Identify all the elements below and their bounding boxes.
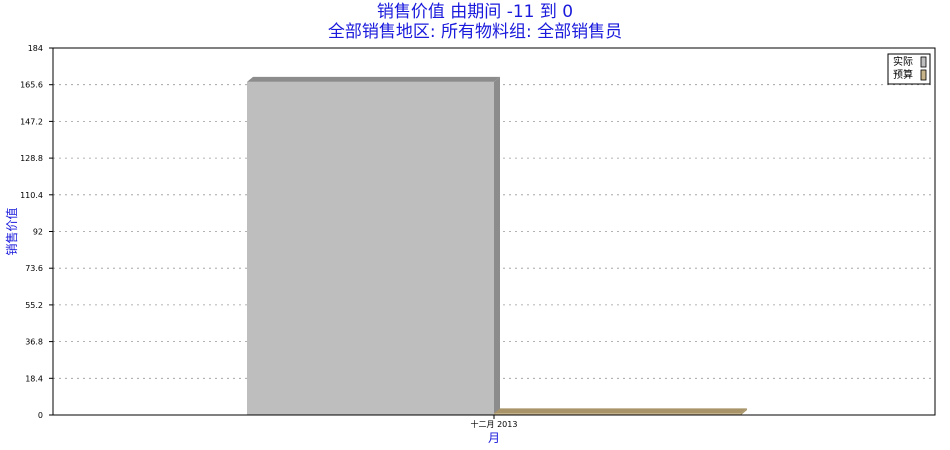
y-tick-label: 147.2 xyxy=(20,117,43,126)
x-axis-title: 月 xyxy=(488,431,500,445)
bar-top-face xyxy=(494,408,747,414)
y-tick-label: 92 xyxy=(33,228,43,237)
y-axis-ticks: 0 18.4 36.8 55.2 73.6 92 110.4 128.8 147.2 165.6 1… xyxy=(20,44,53,420)
bars xyxy=(247,76,747,416)
bar-side-face xyxy=(741,408,747,415)
legend-label: 实际 xyxy=(893,55,913,68)
y-tick-label: 165.6 xyxy=(20,81,43,90)
y-tick-label: 128.8 xyxy=(20,154,43,163)
y-tick-label: 73.6 xyxy=(25,264,43,273)
legend-swatch xyxy=(920,69,927,81)
bar-front-face xyxy=(247,81,494,416)
y-tick-label: 184 xyxy=(28,44,43,53)
x-tick-label: 十二月 2013 xyxy=(471,419,518,429)
legend-swatch xyxy=(920,56,927,68)
bar-front-face xyxy=(494,413,741,415)
y-tick-label: 36.8 xyxy=(25,338,43,347)
bar-预算 xyxy=(494,408,747,415)
bar-top-face xyxy=(247,76,500,82)
y-tick-label: 18.4 xyxy=(25,374,43,383)
x-axis-ticks: 十二月 2013 xyxy=(471,415,518,429)
y-axis-title: 销售价值 xyxy=(4,207,19,255)
bar-side-face xyxy=(494,76,500,416)
bar-实际 xyxy=(247,76,500,416)
legend-label: 预算 xyxy=(893,68,913,81)
y-tick-label: 110.4 xyxy=(20,191,43,200)
chart-title-line-1: 销售价值 由期间 -11 到 0 xyxy=(376,2,574,22)
chart-title-line-2: 全部销售地区: 所有物料组: 全部销售员 xyxy=(327,22,623,42)
y-tick-label: 55.2 xyxy=(25,301,43,310)
y-tick-label: 0 xyxy=(38,411,43,420)
